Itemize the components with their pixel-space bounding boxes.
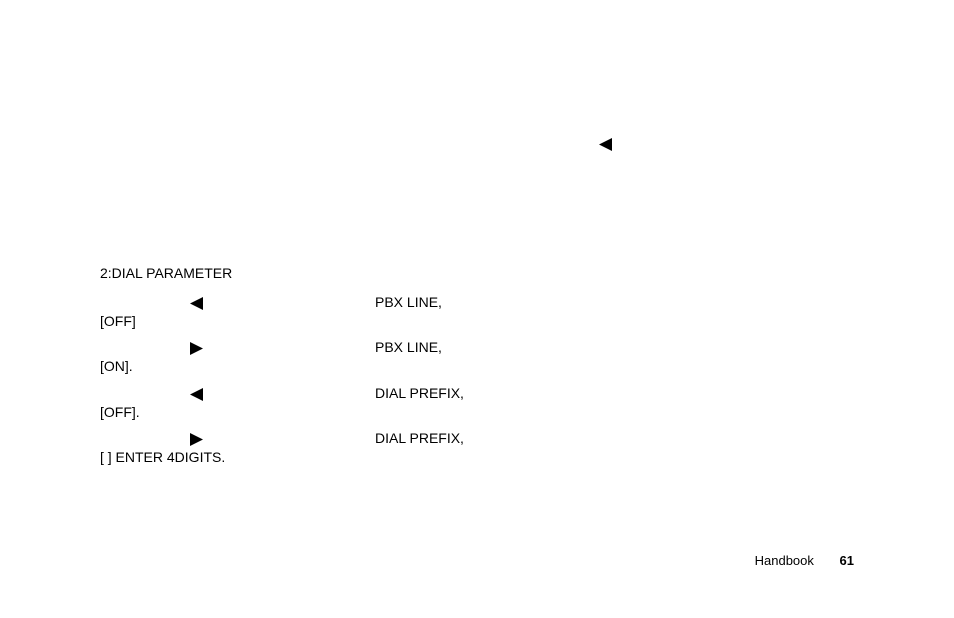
footer-text: Handbook xyxy=(755,553,814,568)
footer-page-number: 61 xyxy=(840,553,854,568)
row-pbx-line-on-display: [ON]. xyxy=(100,358,300,375)
row-dial-prefix-off-display: [OFF]. xyxy=(100,404,300,421)
arrow-left-icon xyxy=(100,385,390,402)
row-pbx-line-on-label: PBX LINE, xyxy=(375,339,575,356)
page-container: 2:DIAL PARAMETER PBX LINE, [OFF] PBX LIN… xyxy=(0,0,954,618)
section-title: 2:DIAL PARAMETER xyxy=(100,265,300,282)
row-pbx-line-off-label: PBX LINE, xyxy=(375,294,575,311)
row-dial-prefix-off-label: DIAL PREFIX, xyxy=(375,385,575,402)
arrow-right-icon xyxy=(100,430,390,447)
top-arrow-icon xyxy=(599,136,612,154)
arrow-right-icon xyxy=(100,339,390,356)
arrow-left-icon xyxy=(100,294,390,311)
row-dial-prefix-enter-display: [ ] ENTER 4DIGITS. xyxy=(100,449,300,466)
page-footer: Handbook 61 xyxy=(755,553,854,568)
row-dial-prefix-enter-label: DIAL PREFIX, xyxy=(375,430,575,447)
row-pbx-line-off-display: [OFF] xyxy=(100,313,300,330)
